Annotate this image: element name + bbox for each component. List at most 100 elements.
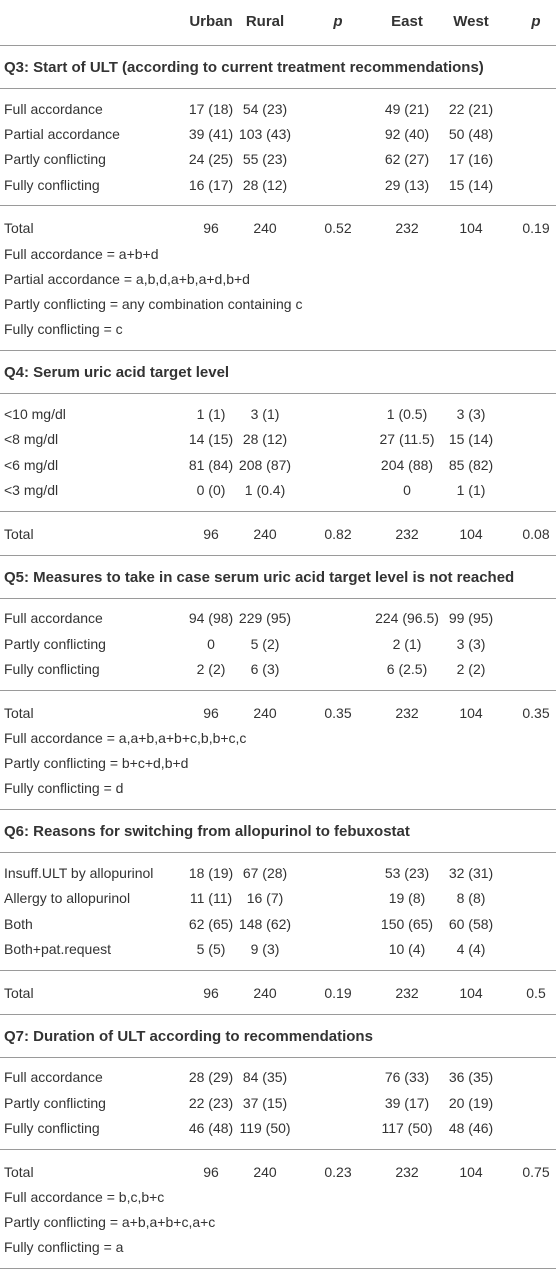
rule	[0, 205, 556, 207]
cell: 81 (84)	[188, 456, 234, 473]
cell: 119 (50)	[239, 1119, 291, 1136]
cell: 0	[403, 481, 411, 498]
cell: 94 (98)	[188, 610, 234, 627]
rule	[0, 1268, 556, 1270]
cell: 49 (21)	[384, 100, 430, 117]
rule	[0, 510, 556, 512]
total-cell: 232	[395, 1163, 419, 1180]
rule	[0, 554, 556, 556]
total-cell: 104	[459, 525, 483, 542]
cell: 36 (35)	[448, 1069, 494, 1086]
cell: 39 (41)	[188, 125, 234, 142]
cell: 3 (3)	[456, 406, 486, 423]
total-cell: 232	[395, 984, 419, 1001]
cell: 22 (23)	[188, 1094, 234, 1111]
note: Full accordance = a,a+b,a+b+c,b,b+c,c	[4, 729, 247, 746]
total-cell: 240	[253, 1163, 277, 1180]
total-cell: 96	[203, 704, 219, 721]
rule	[0, 88, 556, 89]
rule	[0, 852, 556, 854]
cell: 229 (95)	[238, 610, 292, 627]
cell: 18 (19)	[188, 865, 234, 882]
total-cell: 104	[459, 1163, 483, 1180]
cell: 5 (2)	[250, 635, 280, 652]
rule	[0, 350, 556, 352]
rule	[0, 45, 556, 46]
column-header: East	[391, 13, 423, 30]
column-header: Rural	[245, 13, 285, 30]
total-cell: 104	[459, 984, 483, 1001]
total-cell: 0.35	[522, 704, 550, 721]
cell: 148 (62)	[238, 915, 292, 932]
total-cell: 0.35	[324, 704, 352, 721]
cell: 54 (23)	[242, 100, 288, 117]
note: Fully conflicting = a	[4, 1239, 124, 1256]
cell: 15 (14)	[448, 431, 494, 448]
rule	[0, 809, 556, 811]
total-cell: 0.52	[324, 220, 352, 237]
row-label: <8 mg/dl	[4, 431, 59, 448]
row-label: Fully conflicting	[4, 1119, 100, 1136]
row-label: Total	[4, 1163, 34, 1180]
section-title: Q7: Duration of ULT according to recomme…	[4, 1027, 373, 1045]
note: Full accordance = b,c,b+c	[4, 1188, 165, 1205]
cell: 1 (0.5)	[386, 406, 428, 423]
cell: 28 (29)	[188, 1069, 234, 1086]
cell: 67 (28)	[242, 865, 288, 882]
cell: 29 (13)	[384, 176, 430, 193]
cell: 24 (25)	[188, 151, 234, 168]
total-cell: 104	[459, 220, 483, 237]
cell: 1 (0.4)	[244, 481, 286, 498]
cell: 0	[207, 635, 215, 652]
cell: 17 (16)	[448, 151, 494, 168]
section-title: Q5: Measures to take in case serum uric …	[4, 568, 515, 586]
cell: 2 (2)	[196, 660, 226, 677]
cell: 62 (65)	[188, 915, 234, 932]
column-header: p	[333, 13, 343, 30]
row-label: <3 mg/dl	[4, 481, 59, 498]
cell: 16 (7)	[246, 890, 284, 907]
note: Partly conflicting = any combination con…	[4, 296, 303, 313]
total-cell: 232	[395, 704, 419, 721]
cell: 2 (2)	[456, 660, 486, 677]
total-cell: 240	[253, 525, 277, 542]
section-title: Q4: Serum uric acid target level	[4, 364, 230, 382]
row-label: Fully conflicting	[4, 660, 100, 677]
cell: 8 (8)	[456, 890, 486, 907]
column-header: p	[531, 13, 541, 30]
total-cell: 0.75	[522, 1163, 550, 1180]
row-label: Insuff.ULT by allopurinol	[4, 865, 154, 882]
rule	[0, 1148, 556, 1150]
total-cell: 96	[203, 984, 219, 1001]
note: Partial accordance = a,b,d,a+b,a+d,b+d	[4, 270, 250, 287]
cell: 0 (0)	[196, 481, 226, 498]
row-label: Partly conflicting	[4, 151, 106, 168]
row-label: Both+pat.request	[4, 940, 112, 957]
section-title: Q3: Start of ULT (according to current t…	[4, 59, 484, 76]
column-header: Urban	[189, 13, 233, 30]
total-cell: 240	[253, 704, 277, 721]
cell: 224 (96.5)	[375, 610, 439, 627]
cell: 16 (17)	[188, 176, 234, 193]
cell: 14 (15)	[188, 431, 234, 448]
rule	[0, 1056, 556, 1058]
cell: 1 (1)	[196, 406, 226, 423]
cell: 85 (82)	[448, 456, 494, 473]
cell: 20 (19)	[448, 1094, 494, 1111]
rule	[0, 1013, 556, 1015]
note: Partly conflicting = b+c+d,b+d	[4, 755, 189, 772]
rule	[0, 689, 556, 691]
row-label: Total	[4, 984, 34, 1001]
cell: 28 (12)	[242, 176, 288, 193]
row-label: Total	[4, 525, 34, 542]
cell: 62 (27)	[384, 151, 430, 168]
cell: 48 (46)	[448, 1119, 494, 1136]
total-cell: 0.19	[324, 984, 352, 1001]
row-label: Both	[4, 915, 33, 932]
total-cell: 96	[203, 525, 219, 542]
cell: 5 (5)	[196, 940, 226, 957]
cell: 76 (33)	[384, 1069, 430, 1086]
row-label: Full accordance	[4, 1069, 103, 1086]
cell: 27 (11.5)	[379, 431, 435, 448]
